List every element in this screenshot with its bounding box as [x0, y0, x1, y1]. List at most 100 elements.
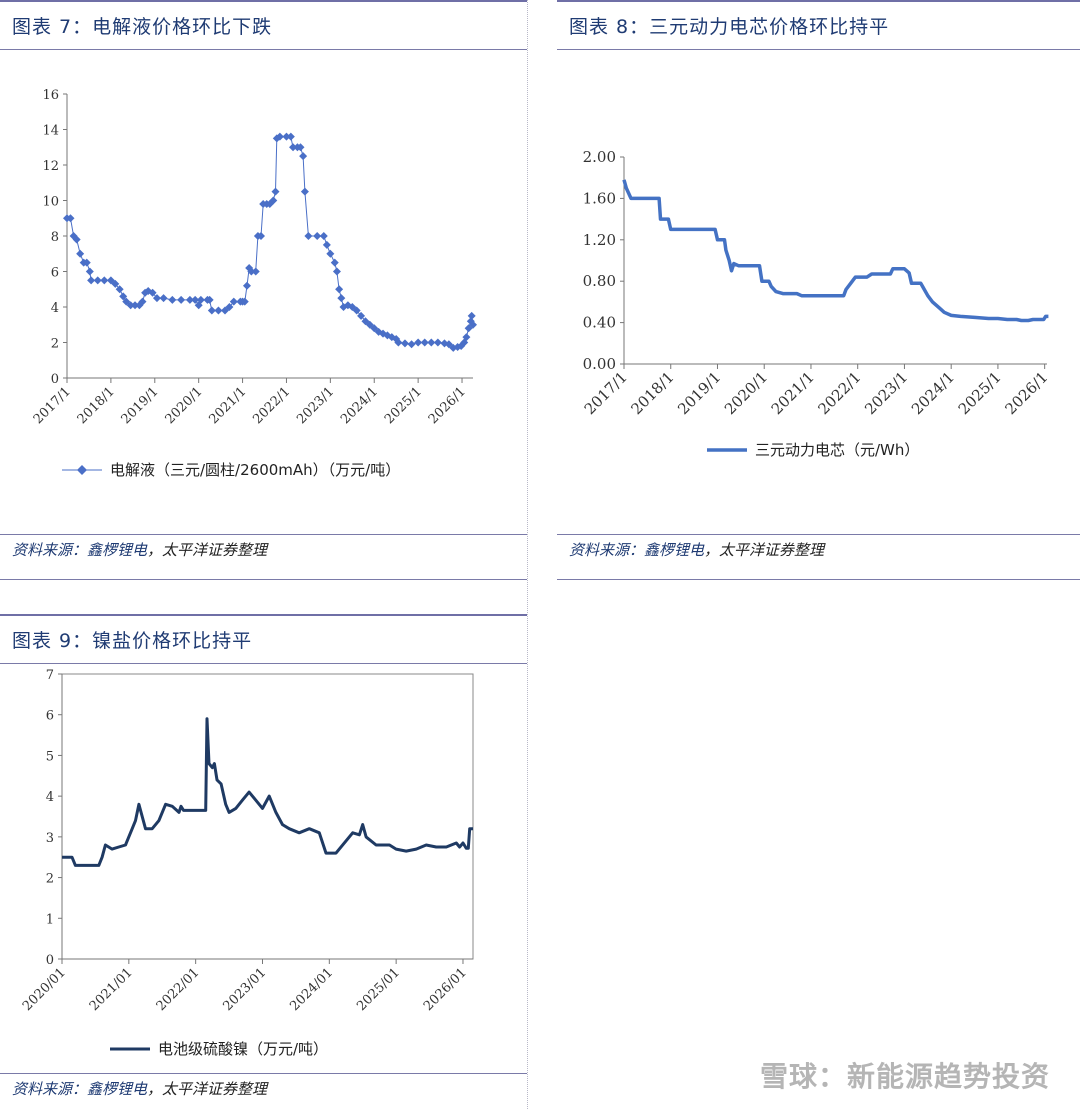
source-org: 鑫椤锂电: [644, 541, 705, 559]
y-tick-label: 0: [46, 953, 54, 968]
data-point: [148, 288, 157, 297]
x-tick-label: 2021/1: [768, 368, 818, 418]
data-point: [85, 267, 94, 276]
data-point: [414, 338, 423, 347]
data-point: [296, 143, 305, 152]
y-tick-label: 10: [42, 195, 59, 210]
data-point: [304, 232, 313, 240]
y-tick-label: 3: [46, 831, 54, 846]
x-tick-label: 2020/01: [20, 965, 69, 1014]
data-point: [66, 214, 75, 223]
data-point: [141, 288, 150, 297]
data-point: [207, 306, 216, 315]
data-point: [335, 285, 344, 294]
y-tick-label: 2: [46, 872, 54, 887]
x-tick-label: 2024/01: [287, 965, 336, 1014]
data-point: [225, 303, 234, 311]
data-point: [111, 279, 120, 288]
data-point: [330, 258, 339, 267]
x-tick-label: 2018/1: [75, 384, 118, 427]
y-tick-label: 2.00: [583, 148, 616, 166]
data-point: [214, 306, 223, 315]
data-point: [196, 295, 205, 304]
plot-frame: [61, 673, 474, 960]
data-point: [229, 297, 238, 306]
data-point: [168, 295, 177, 304]
series-line: [622, 179, 1049, 323]
data-point: [289, 143, 298, 152]
source-label: 资料来源：: [569, 541, 645, 559]
y-tick-label: 14: [42, 124, 59, 139]
x-tick-label: 2025/1: [382, 384, 425, 427]
series-line: [67, 136, 474, 349]
x-tick-label: 2019/1: [674, 368, 724, 418]
x-tick-label: 2025/01: [354, 965, 403, 1014]
x-tick-label: 2024/1: [908, 368, 958, 418]
data-point: [286, 132, 295, 141]
data-point: [427, 338, 436, 347]
data-point: [271, 187, 280, 196]
x-tick-label: 2019/1: [119, 384, 162, 427]
data-point: [332, 267, 341, 276]
data-point: [247, 267, 256, 276]
data-point: [420, 338, 429, 347]
data-point: [462, 333, 471, 342]
data-point: [138, 297, 147, 306]
data-point: [242, 281, 251, 290]
source-label: 资料来源：: [12, 541, 88, 559]
data-point: [300, 187, 309, 196]
data-point: [319, 232, 328, 240]
x-tick-label: 2026/1: [1001, 368, 1051, 418]
data-point: [322, 240, 331, 249]
x-tick-label: 2020/1: [163, 384, 206, 427]
data-point: [467, 311, 476, 320]
data-point: [282, 132, 291, 141]
x-tick-label: 2022/1: [814, 368, 864, 418]
data-point: [126, 301, 135, 310]
data-point: [313, 232, 322, 240]
x-tick-label: 2023/1: [294, 384, 337, 427]
y-tick-label: 7: [46, 668, 54, 683]
source-org: 鑫椤锂电: [87, 1080, 148, 1098]
data-point: [299, 152, 308, 161]
data-point: [400, 339, 409, 348]
x-tick-label: 2021/1: [206, 384, 249, 427]
y-tick-label: 16: [42, 88, 59, 103]
x-tick-label: 2023/01: [221, 965, 270, 1014]
y-tick-label: 0: [51, 372, 59, 387]
legend-label: 三元动力电芯（元/Wh）: [755, 441, 919, 459]
x-tick-label: 2024/1: [338, 384, 381, 427]
source-note: 资料来源：鑫椤锂电，太平洋证券整理: [557, 534, 1080, 580]
data-point: [131, 301, 140, 310]
figure-title: 图表 7：电解液价格环比下跌: [0, 0, 527, 50]
y-tick-label: 0.00: [583, 355, 616, 373]
data-point: [72, 235, 81, 244]
x-tick-label: 2018/1: [628, 368, 678, 418]
data-point: [115, 285, 124, 294]
data-point: [407, 340, 416, 349]
data-point: [257, 232, 266, 240]
data-point: [100, 276, 109, 285]
data-point: [275, 132, 284, 141]
x-tick-label: 2023/1: [861, 368, 911, 418]
y-tick-label: 1.60: [583, 189, 616, 207]
data-point: [93, 276, 102, 285]
figure-title: 图表 9：镍盐价格环比持平: [0, 614, 527, 664]
source-note: 资料来源：鑫椤锂电，太平洋证券整理: [0, 534, 527, 580]
divider-dotted: [527, 0, 528, 1109]
y-tick-label: 0.40: [583, 314, 616, 332]
chart-panel-electrolyte: 图表 7：电解液价格环比下跌 0 2 4 6 8 10 12 14 16 2017/1 2018/1…: [0, 0, 527, 582]
data-point: [205, 295, 214, 304]
y-tick-label: 6: [46, 709, 54, 724]
series-line: [62, 717, 473, 867]
x-tick-label: 2022/01: [154, 965, 203, 1014]
data-point: [76, 249, 85, 258]
source-note: 资料来源：鑫椤锂电，太平洋证券整理: [0, 1073, 527, 1119]
data-point: [326, 249, 335, 258]
data-point: [357, 311, 366, 320]
y-tick-label: 0.80: [583, 272, 616, 290]
data-point: [119, 292, 128, 301]
y-tick-label: 8: [51, 230, 59, 245]
data-point: [337, 294, 346, 303]
